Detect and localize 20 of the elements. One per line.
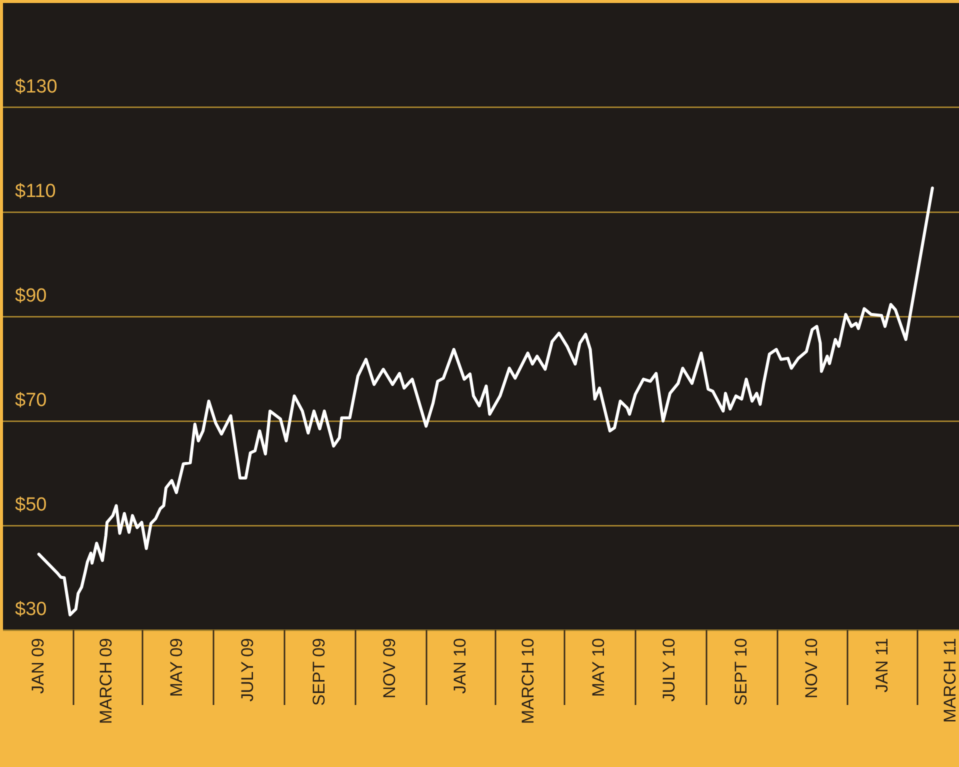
x-tick-label: SEPT 10 bbox=[731, 638, 750, 706]
x-tick-label: JAN 09 bbox=[28, 638, 48, 694]
y-tick-label: $50 bbox=[15, 494, 47, 516]
y-tick-label: $30 bbox=[15, 599, 47, 620]
y-tick-label: $130 bbox=[15, 76, 58, 98]
y-tick-label: $110 bbox=[15, 181, 56, 202]
x-tick-label: MAY 10 bbox=[589, 638, 608, 697]
y-tick-label: $70 bbox=[15, 390, 47, 412]
x-tick-label: MARCH 10 bbox=[518, 638, 538, 724]
x-tick-label: JAN 11 bbox=[872, 638, 892, 692]
x-tick-label: NOV 09 bbox=[380, 638, 399, 698]
x-tick-label: JAN 10 bbox=[450, 638, 470, 694]
x-tick-label: SEPT 09 bbox=[309, 638, 328, 706]
x-tick-label: JULY 09 bbox=[238, 638, 257, 702]
x-tick-label: NOV 10 bbox=[802, 638, 821, 698]
x-tick-label: MARCH 09 bbox=[96, 638, 116, 724]
y-tick-label: $90 bbox=[15, 286, 47, 307]
x-tick-label: JULY 10 bbox=[660, 638, 679, 702]
x-tick-label: MARCH 11 bbox=[940, 638, 959, 723]
x-tick-label: MAY 09 bbox=[167, 638, 186, 697]
